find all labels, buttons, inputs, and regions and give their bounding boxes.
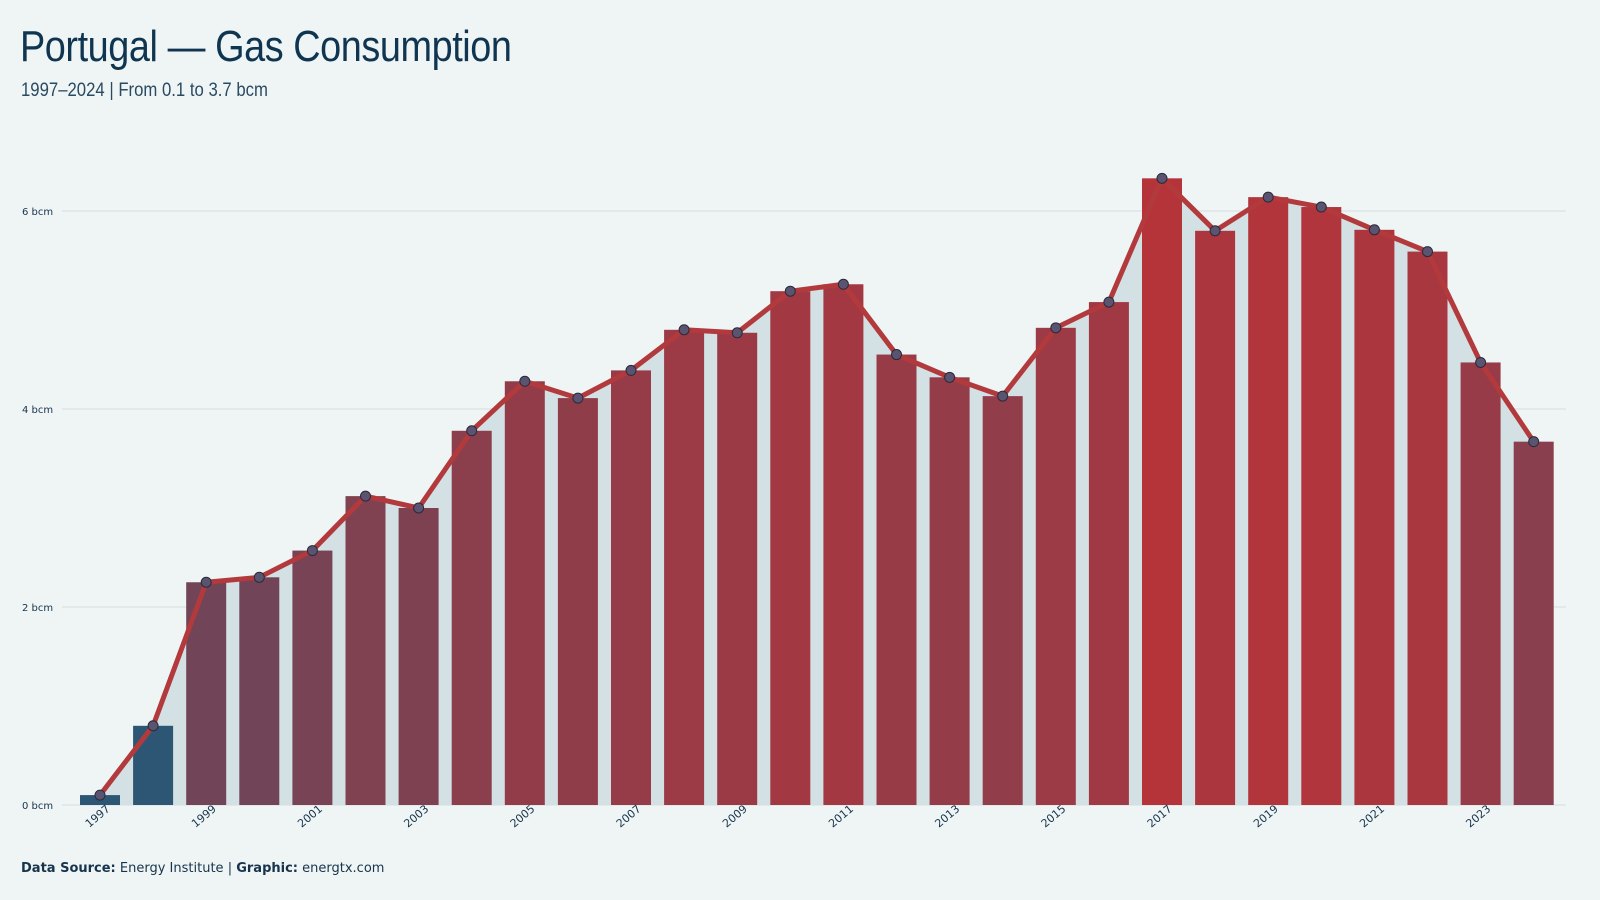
bar-2020 (1301, 207, 1342, 806)
bar-2022 (1407, 251, 1448, 806)
x-tick-label: 2019 (1251, 802, 1281, 830)
x-tick-label: 2007 (614, 802, 644, 830)
point-2006 (572, 392, 584, 404)
bar-2018 (1195, 230, 1236, 806)
bar-2003 (398, 508, 439, 805)
point-2022 (1422, 246, 1433, 258)
bar-2021 (1354, 229, 1395, 805)
point-2013 (944, 371, 956, 383)
bar-2012 (876, 354, 917, 805)
point-2015 (1050, 322, 1062, 334)
bar-2000 (239, 577, 280, 805)
x-tick-label: 1997 (83, 802, 113, 830)
point-2011 (837, 278, 849, 290)
footer-separator: | (227, 861, 233, 876)
x-tick-label: 1999 (189, 802, 219, 830)
x-tick-label: 2005 (508, 802, 538, 830)
x-tick-label: 2017 (1145, 802, 1175, 830)
bar-2010 (770, 291, 811, 805)
bar-2023 (1460, 362, 1501, 805)
point-2001 (306, 545, 318, 557)
bar-2016 (1088, 302, 1129, 805)
point-2017 (1156, 172, 1168, 184)
bar-2014 (982, 396, 1023, 805)
bar-2009 (717, 332, 758, 805)
point-2014 (997, 390, 1009, 402)
y-tick-label: 0 bcm (22, 801, 53, 812)
y-tick-label: 2 bcm (22, 603, 53, 614)
graphic-label: Graphic: (236, 861, 298, 876)
point-2005 (519, 375, 531, 387)
point-2021 (1368, 224, 1380, 236)
footer: Data Source: Energy Institute | Graphic:… (21, 861, 384, 876)
y-tick-label: 6 bcm (22, 207, 53, 218)
bar-1998 (133, 725, 174, 805)
point-2024 (1528, 436, 1540, 448)
x-tick-label: 2003 (401, 802, 431, 830)
point-2020 (1315, 201, 1327, 213)
chart-subtitle: 1997–2024 | From 0.1 to 3.7 bcm (21, 80, 268, 101)
point-2019 (1262, 191, 1274, 203)
bar-2024 (1513, 441, 1554, 805)
bar-2011 (823, 284, 864, 805)
line-layer (94, 172, 1540, 801)
point-2023 (1475, 356, 1487, 368)
point-2018 (1209, 225, 1221, 237)
point-1999 (200, 576, 212, 588)
x-tick-label: 2001 (295, 802, 325, 830)
bar-2017 (1142, 178, 1182, 805)
graphic-value: energtx.com (302, 861, 385, 876)
x-tick-label: 2011 (826, 802, 856, 830)
point-2009 (731, 327, 743, 339)
x-tick-label: 2009 (720, 802, 750, 830)
point-2016 (1103, 296, 1115, 308)
bar-2008 (664, 329, 705, 805)
point-2002 (360, 490, 371, 502)
bar-2015 (1035, 327, 1076, 805)
point-2004 (466, 425, 478, 437)
point-2008 (678, 324, 690, 336)
x-tick-label: 2013 (932, 802, 962, 830)
x-tick-label: 2023 (1463, 802, 1493, 830)
source-value: Energy Institute (119, 861, 224, 876)
source-label: Data Source: (21, 861, 116, 876)
point-2007 (625, 364, 637, 376)
bar-2013 (929, 377, 970, 805)
bar-layer (80, 178, 1554, 806)
point-1998 (147, 720, 159, 732)
chart-title: Portugal — Gas Consumption (20, 22, 512, 71)
bar-2001 (292, 550, 333, 805)
bar-2005 (504, 381, 545, 805)
bar-2019 (1248, 197, 1289, 805)
series-line (97, 175, 1537, 798)
point-1997 (94, 789, 106, 801)
x-tick-label: 2021 (1357, 802, 1387, 830)
y-tick-label: 4 bcm (22, 405, 53, 416)
point-2003 (413, 502, 425, 514)
point-2012 (891, 349, 902, 361)
x-tick-label: 2015 (1039, 802, 1069, 830)
point-2010 (784, 285, 796, 297)
bar-2007 (611, 370, 651, 805)
bar-2004 (451, 430, 492, 805)
bar-2006 (557, 398, 598, 805)
point-2000 (253, 571, 265, 583)
bar-2002 (345, 496, 386, 805)
